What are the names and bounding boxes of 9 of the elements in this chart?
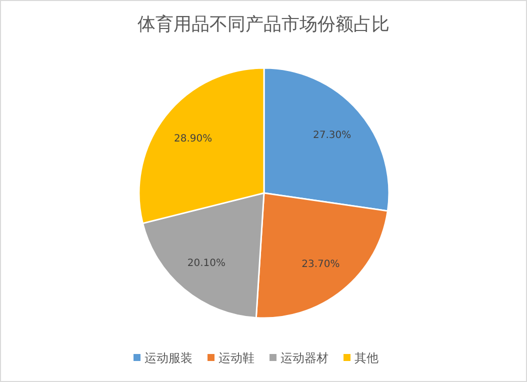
legend-label: 运动器材 — [280, 351, 328, 365]
data-label: 28.90% — [174, 134, 212, 145]
legend-label: 运动服装 — [144, 351, 192, 365]
legend-label: 运动鞋 — [218, 351, 254, 365]
data-label: 27.30% — [313, 130, 352, 142]
legend-label: 其他 — [354, 351, 378, 365]
data-label: 23.70% — [302, 258, 340, 270]
chart-title: 体育用品不同产品市场份额占比 — [138, 14, 390, 35]
data-label: 20.10% — [187, 258, 226, 270]
